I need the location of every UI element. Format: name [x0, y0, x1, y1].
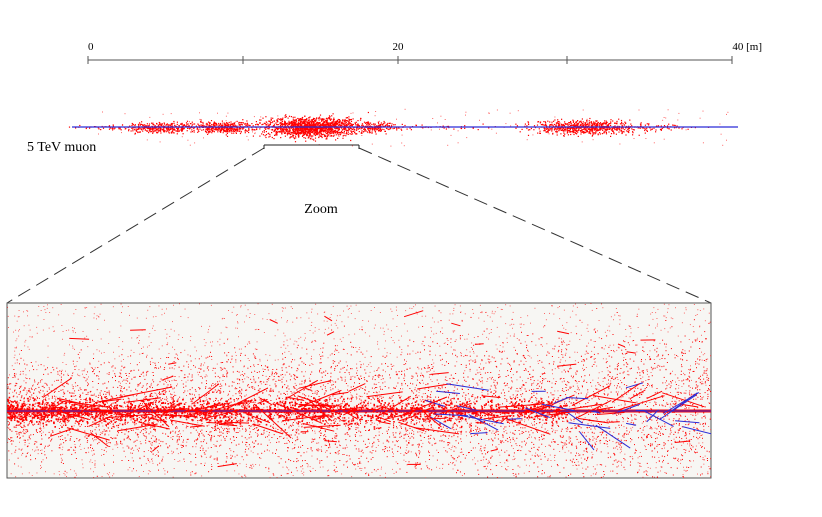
full-event-view: [68, 108, 738, 147]
zoom-label: Zoom: [304, 202, 338, 217]
scale-label-40: 40 [m]: [732, 41, 762, 53]
particle-tracks-zoomed: [7, 310, 711, 468]
scale-bar: 0 20 40 [m]: [87, 41, 762, 64]
zoom-bracket: [263, 144, 360, 149]
zoom-projection-lines: [6, 147, 712, 304]
particle-label: 5 TeV muon: [27, 140, 96, 155]
shower-deposits-overview: [68, 108, 729, 147]
scale-label-20: 20: [393, 41, 405, 53]
scale-label-0: 0: [88, 41, 94, 53]
zoom-panel-frame: [6, 302, 712, 479]
zoom-panel: [6, 302, 712, 479]
